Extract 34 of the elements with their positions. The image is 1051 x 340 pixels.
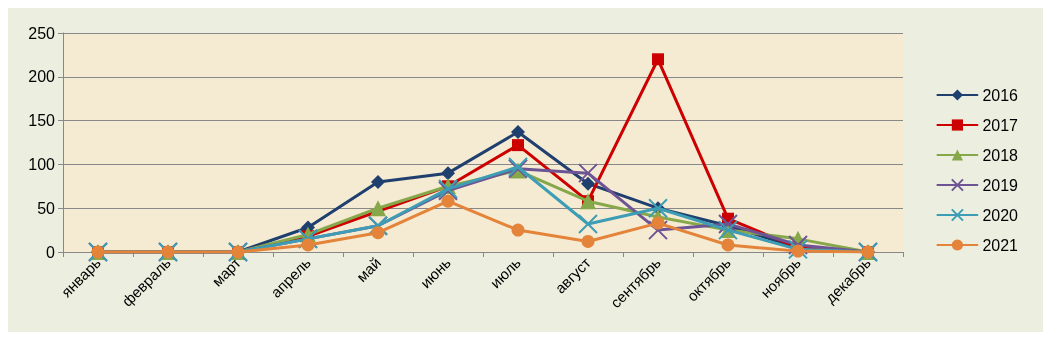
point [648,220,668,241]
legend-label: 2020 [982,206,1019,224]
point [371,174,385,189]
point [511,223,525,237]
point [512,139,524,152]
point [371,226,385,240]
point [511,124,525,139]
point [788,234,808,255]
x-tick-label: май [352,253,385,286]
legend-label: 2018 [982,146,1019,164]
point [441,166,455,181]
point [578,163,598,184]
y-tick-label: 250 [28,24,56,42]
legend-label: 2016 [982,86,1019,104]
point [581,234,595,248]
legend-label: 2017 [982,116,1019,134]
y-tick-label: 0 [46,243,56,261]
y-tick-label: 150 [28,112,56,130]
point [651,216,665,230]
y-tick-label: 100 [28,155,56,173]
point [791,244,805,258]
point [718,213,738,234]
point [578,213,598,234]
point [788,239,808,260]
point [441,194,455,208]
y-tick-label: 50 [37,199,56,217]
legend-label: 2019 [982,176,1019,194]
point [370,200,386,217]
point [721,238,735,252]
y-tick-label: 200 [28,68,56,86]
point [301,238,315,252]
point [652,53,664,66]
point [581,176,595,191]
legend-label: 2021 [982,236,1019,254]
